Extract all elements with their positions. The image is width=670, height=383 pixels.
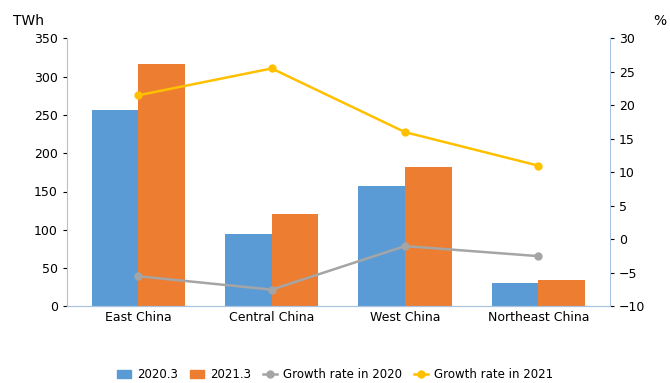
Growth rate in 2021 <box>134 93 142 98</box>
Bar <box>539 280 585 306</box>
Growth rate in 2020 <box>535 254 543 259</box>
Text: %: % <box>653 13 666 28</box>
Line: Growth rate in 2021: Growth rate in 2021 <box>135 65 542 169</box>
Growth rate in 2020 <box>134 274 142 278</box>
Growth rate in 2020 <box>267 287 275 292</box>
Growth rate in 2021 <box>401 130 409 134</box>
Growth rate in 2020 <box>401 244 409 248</box>
Line: Growth rate in 2020: Growth rate in 2020 <box>135 242 542 293</box>
Bar <box>225 234 271 306</box>
Bar <box>271 214 318 306</box>
Bar <box>92 110 138 306</box>
Bar <box>405 167 452 306</box>
Bar <box>358 186 405 306</box>
Growth rate in 2021 <box>267 66 275 71</box>
Text: TWh: TWh <box>13 13 44 28</box>
Bar <box>138 64 185 306</box>
Legend: 2020.3, 2021.3, Growth rate in 2020, Growth rate in 2021: 2020.3, 2021.3, Growth rate in 2020, Gro… <box>117 368 553 381</box>
Bar <box>492 283 539 306</box>
Growth rate in 2021 <box>535 163 543 168</box>
